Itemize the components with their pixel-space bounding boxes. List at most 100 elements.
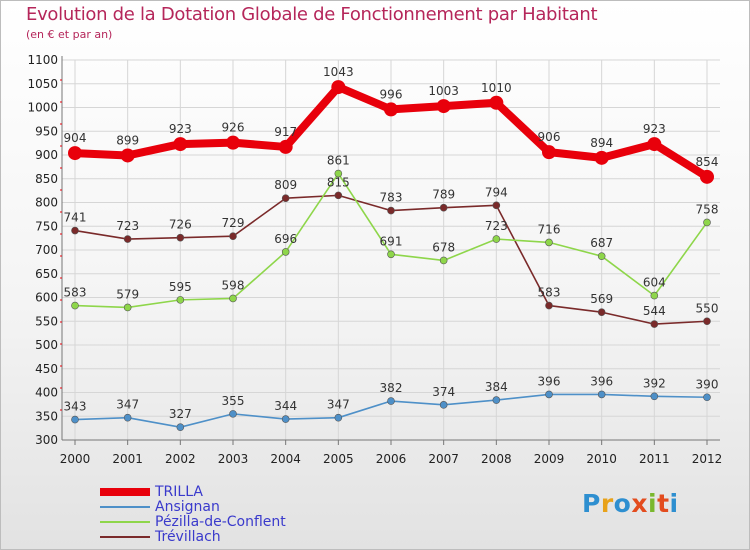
- data-point: [703, 393, 711, 402]
- x-tick-label: 2004: [270, 452, 301, 466]
- data-point: [176, 423, 185, 431]
- data-point: [176, 296, 185, 304]
- y-tick-label: 700: [35, 243, 58, 257]
- data-point: [650, 320, 659, 328]
- legend-swatch-trilla: [100, 488, 150, 496]
- data-label: 815: [327, 175, 350, 189]
- data-label: 355: [222, 394, 245, 408]
- data-label: 741: [64, 211, 87, 225]
- data-label: 343: [64, 400, 87, 414]
- y-tick-label: 450: [35, 362, 58, 376]
- x-tick-label: 2012: [692, 452, 723, 466]
- logo-letter: P: [582, 489, 601, 518]
- data-label: 550: [696, 301, 719, 315]
- legend-label-trilla: TRILLA: [155, 484, 203, 500]
- y-tick-label: 650: [35, 267, 58, 281]
- data-point: [387, 250, 395, 259]
- x-tick-label: 2001: [112, 452, 143, 466]
- data-point: [545, 390, 553, 399]
- y-tick-label: 600: [35, 291, 58, 305]
- chart-subtitle: (en € et par an): [26, 28, 113, 41]
- proxiti-logo: Proxiti: [582, 489, 679, 518]
- legend-label-ansignan: Ansignan: [155, 499, 220, 515]
- x-tick-label: 2010: [586, 452, 617, 466]
- logo-letter: t: [657, 489, 670, 518]
- data-label: 1043: [323, 65, 354, 79]
- data-point: [334, 169, 343, 178]
- data-label: 595: [169, 280, 192, 294]
- data-label: 904: [64, 131, 87, 145]
- data-point: [597, 390, 606, 399]
- logo-letter: o: [613, 489, 632, 518]
- data-point: [71, 415, 79, 424]
- data-point: [545, 301, 553, 310]
- y-tick-label: 1000: [27, 101, 58, 115]
- x-tick-label: 2011: [639, 452, 670, 466]
- data-point: [176, 233, 185, 242]
- data-label: 723: [116, 219, 139, 233]
- y-tick-label: 1050: [27, 77, 58, 91]
- chart-title: Evolution de la Dotation Globale de Fonc…: [26, 4, 598, 25]
- data-point: [703, 218, 711, 227]
- data-label: 569: [590, 292, 613, 306]
- data-point: [545, 238, 553, 247]
- data-point: [68, 146, 82, 161]
- data-label: 899: [116, 133, 139, 147]
- data-label: 809: [274, 178, 297, 192]
- data-point: [650, 291, 659, 300]
- data-label: 758: [696, 202, 719, 216]
- data-point: [334, 413, 343, 422]
- data-point: [597, 252, 606, 260]
- data-point: [120, 148, 135, 163]
- y-tick-label: 350: [35, 409, 58, 423]
- data-label: 794: [485, 185, 508, 199]
- data-point: [492, 201, 501, 210]
- y-tick-label: 850: [35, 172, 58, 186]
- data-label: 579: [116, 287, 139, 301]
- data-point: [700, 169, 714, 184]
- data-point: [281, 415, 290, 423]
- data-point: [229, 410, 237, 418]
- data-point: [123, 413, 132, 422]
- data-point: [594, 150, 609, 165]
- data-point: [71, 301, 79, 310]
- data-label: 726: [169, 218, 192, 232]
- x-tick-label: 2003: [218, 452, 249, 466]
- y-tick-label: 500: [35, 338, 58, 352]
- data-point: [439, 256, 448, 265]
- data-label: 996: [380, 87, 403, 101]
- y-tick-label: 1100: [27, 53, 58, 67]
- data-label: 1003: [428, 84, 459, 98]
- data-label: 729: [222, 216, 245, 230]
- data-point: [229, 232, 237, 241]
- data-point: [278, 139, 293, 154]
- data-point: [331, 80, 346, 95]
- data-point: [226, 135, 240, 150]
- data-point: [123, 303, 132, 312]
- data-point: [229, 294, 237, 303]
- data-point: [387, 206, 395, 215]
- data-label: 696: [274, 232, 297, 246]
- data-point: [439, 401, 448, 409]
- logo-letter: r: [600, 489, 614, 518]
- data-label: 604: [643, 276, 666, 290]
- data-label: 1010: [481, 81, 512, 95]
- data-label: 382: [380, 381, 403, 395]
- data-point: [387, 397, 395, 405]
- data-label: 861: [327, 154, 350, 168]
- data-point: [173, 137, 188, 152]
- data-label: 374: [432, 385, 455, 399]
- data-point: [597, 308, 606, 317]
- data-label: 392: [643, 376, 666, 390]
- x-tick-label: 2005: [323, 452, 354, 466]
- data-label: 327: [169, 407, 192, 421]
- legend-swatch-ansignan: [100, 506, 150, 508]
- data-point: [334, 191, 343, 200]
- data-label: 396: [590, 374, 613, 388]
- data-label: 583: [538, 286, 561, 300]
- data-label: 691: [380, 234, 403, 248]
- x-tick-label: 2002: [165, 452, 196, 466]
- data-point: [384, 102, 398, 117]
- x-tick-label: 2008: [481, 452, 512, 466]
- data-point: [71, 226, 79, 235]
